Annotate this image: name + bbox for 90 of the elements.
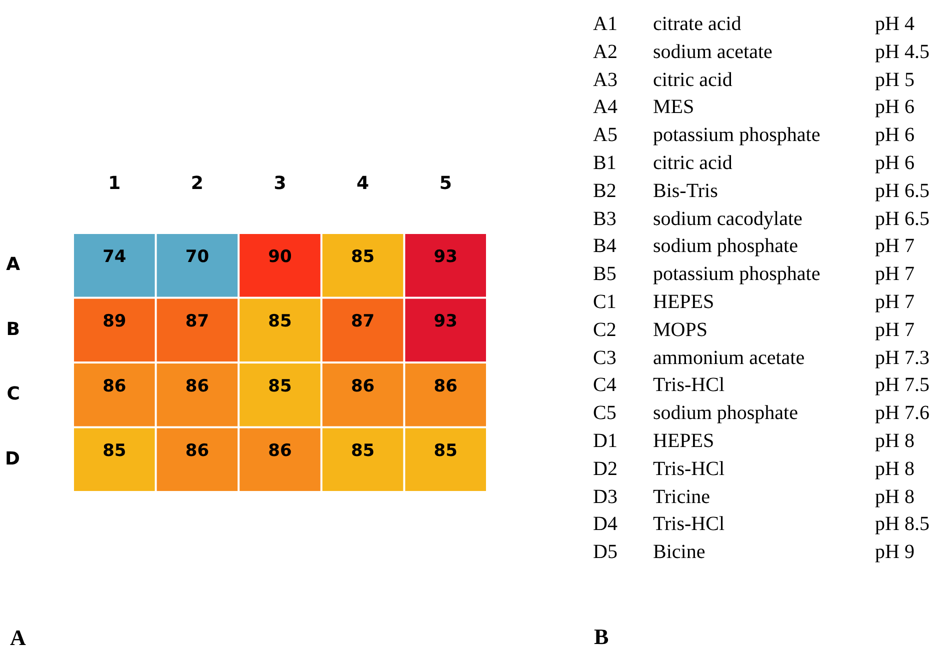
text: pH 7.6 <box>875 402 930 424</box>
text: pH 6 <box>875 124 914 146</box>
text: pH 6.5 <box>875 180 930 202</box>
data-label: 86 <box>185 441 210 462</box>
text: D5 <box>593 541 618 564</box>
data-label: 87 <box>185 312 210 332</box>
data-label: 86 <box>102 376 126 396</box>
text: potassium phosphate <box>653 124 820 146</box>
text: C5 <box>593 402 616 424</box>
text: HEPES <box>653 430 714 452</box>
text: Tris-HCl <box>653 513 725 536</box>
data-label: 87 <box>350 312 375 332</box>
y-tick-label: A <box>6 254 20 276</box>
data-label: 90 <box>268 246 292 267</box>
text: pH 8 <box>875 486 914 508</box>
text: Bicine <box>653 541 706 564</box>
text: Tris-HCl <box>653 458 725 480</box>
text: A2 <box>593 40 618 63</box>
data-label: 93 <box>434 312 458 332</box>
text: pH 8.5 <box>875 513 930 536</box>
text: MOPS <box>653 318 708 341</box>
text: Tris-HCl <box>653 374 725 396</box>
x-tick-label: 4 <box>356 172 370 194</box>
text: pH 5 <box>875 68 914 91</box>
text: A3 <box>593 68 618 91</box>
x-tick-label: 2 <box>190 172 204 194</box>
data-label: 70 <box>185 246 210 267</box>
data-label: 85 <box>350 246 375 267</box>
text: C3 <box>593 346 616 369</box>
text: citric acid <box>653 152 732 174</box>
text: MES <box>653 96 694 118</box>
text: D1 <box>593 430 618 452</box>
data-label: 86 <box>434 376 458 396</box>
text: pH 4 <box>875 13 914 35</box>
text: B2 <box>593 180 616 202</box>
text: pH 8 <box>875 430 914 452</box>
text: pH 8 <box>875 458 914 480</box>
y-tick-label: C <box>6 384 20 405</box>
text: citrate acid <box>653 13 742 35</box>
data-label: 93 <box>434 246 458 267</box>
text: sodium phosphate <box>653 235 798 258</box>
text: A4 <box>593 96 618 118</box>
text: sodium phosphate <box>653 402 798 424</box>
x-tick-label: 1 <box>108 172 121 194</box>
text: citric acid <box>653 68 732 91</box>
data-label: 85 <box>268 312 292 332</box>
text: potassium phosphate <box>653 263 820 286</box>
text: sodium acetate <box>653 40 772 63</box>
data-label: 85 <box>102 441 126 462</box>
text: pH 7 <box>875 235 914 258</box>
data-label: 85 <box>434 441 458 462</box>
text: B5 <box>593 263 616 286</box>
text: Bis-Tris <box>653 180 718 202</box>
text: D2 <box>593 458 618 480</box>
text: C4 <box>593 374 616 396</box>
text: B4 <box>593 235 616 258</box>
text: Tricine <box>653 486 710 508</box>
text: pH 6 <box>875 152 914 174</box>
x-tick-label: 3 <box>274 172 286 194</box>
text: ammonium acetate <box>653 346 805 369</box>
text: pH 7 <box>875 291 914 313</box>
data-label: 86 <box>185 376 210 396</box>
text: D3 <box>593 486 618 508</box>
text: pH 4.5 <box>875 40 930 63</box>
text: HEPES <box>653 291 714 313</box>
text: D4 <box>593 513 618 536</box>
text: B <box>594 624 609 650</box>
text: pH 7 <box>875 318 914 341</box>
data-label: 86 <box>350 376 375 396</box>
text: C1 <box>593 291 616 313</box>
text: pH 6.5 <box>875 208 930 230</box>
text: A5 <box>593 124 618 146</box>
text: sodium cacodylate <box>653 208 802 230</box>
text: B3 <box>593 208 616 230</box>
text: pH 7.5 <box>875 374 930 396</box>
data-label: 74 <box>102 246 126 267</box>
x-tick-label: 5 <box>439 172 452 194</box>
data-label: 85 <box>268 376 292 396</box>
text: pH 7 <box>875 263 914 286</box>
text: C2 <box>593 318 616 341</box>
data-label: 85 <box>350 441 375 462</box>
data-label: 89 <box>102 312 126 332</box>
y-tick-label: D <box>5 448 20 470</box>
text: pH 7.3 <box>875 346 930 369</box>
text: B1 <box>593 152 616 174</box>
text: pH 6 <box>875 96 914 118</box>
text: A1 <box>593 13 618 35</box>
data-label: 86 <box>268 441 292 462</box>
text: pH 9 <box>875 541 914 564</box>
y-tick-label: B <box>6 318 20 340</box>
